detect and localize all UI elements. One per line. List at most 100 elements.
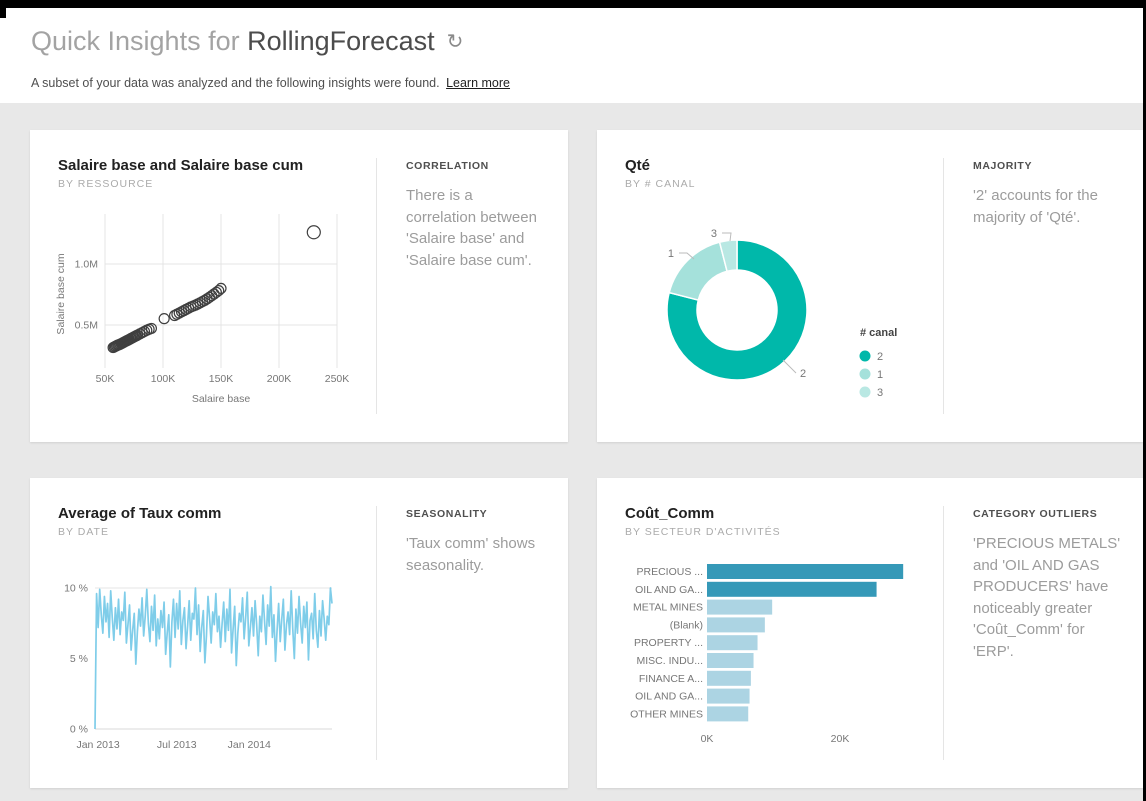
insight-type-label: CORRELATION <box>406 160 489 172</box>
bar-6 <box>707 670 751 686</box>
card-subtitle: BY DATE <box>58 526 109 538</box>
insight-card-seasonality[interactable]: Average of Taux comm BY DATE 0 % 5 % 10 % J… <box>30 478 568 788</box>
axis-label: 0 % <box>70 724 88 736</box>
axis-label: 100K <box>151 373 176 385</box>
scatter-chart: 50K 100K 150K 200K 250K 0.5M 1.0M Salaire base S… <box>40 202 380 414</box>
insight-type-label: MAJORITY <box>973 160 1033 172</box>
insight-description: 'Taux comm' shows seasonality. <box>406 535 536 574</box>
window-frame-corner <box>0 0 6 18</box>
insight-card-majority[interactable]: Qté BY # CANAL 2 1 3 # canal 2 1 3 MAJORITY '2… <box>597 130 1143 442</box>
axis-label: 250K <box>325 373 350 385</box>
bar-category-label: FINANCE A... <box>639 673 703 685</box>
scatter-points <box>107 225 321 354</box>
callout-line <box>679 252 695 260</box>
axis-label: Jul 2013 <box>157 739 197 751</box>
window-frame-right <box>1143 0 1146 801</box>
card-subtitle: BY # CANAL <box>625 178 696 190</box>
insight-panel: CORRELATION There is a correlation betwe… <box>406 160 546 271</box>
legend-swatch-1 <box>859 368 871 380</box>
insight-description: There is a correlation between 'Salaire … <box>406 187 537 269</box>
scatter-grid <box>104 214 338 368</box>
bar-category-label: OIL AND GA... <box>635 584 703 596</box>
bar-4 <box>707 635 758 651</box>
card-subtitle: BY SECTEUR D'ACTIVITÉS <box>625 526 781 538</box>
scatter-point <box>145 322 158 335</box>
insight-description: 'PRECIOUS METALS' and 'OIL AND GAS PRODU… <box>973 535 1121 660</box>
card-divider <box>376 506 377 760</box>
legend-swatch-3 <box>859 386 871 398</box>
y-axis-title: Salaire base cum <box>55 253 67 334</box>
card-title: Coût_Comm <box>625 505 715 522</box>
legend-label: 3 <box>877 387 883 399</box>
card-divider <box>943 506 944 760</box>
dataset-name: RollingForecast <box>247 26 435 56</box>
bar-5 <box>707 653 754 668</box>
scatter-plot: 50K 100K 150K 200K 250K 0.5M 1.0M Salaire base S… <box>55 214 350 405</box>
bar-7 <box>707 688 750 704</box>
axis-label: 50K <box>96 373 115 385</box>
axis-label: 10 % <box>64 583 88 595</box>
card-title: Qté <box>625 157 651 174</box>
line-chart: 0 % 5 % 10 % Jan 2013 Jul 2013 Jan 2014 <box>40 558 372 763</box>
learn-more-link[interactable]: Learn more <box>446 76 511 90</box>
axis-label: 20K <box>831 733 850 745</box>
bar-2 <box>707 599 773 615</box>
legend-swatch-2 <box>859 350 871 362</box>
slice-callout-label: 2 <box>800 368 806 380</box>
line-series <box>94 585 333 730</box>
bar-category-label: METAL MINES <box>633 602 703 614</box>
callout-line <box>722 232 732 242</box>
scatter-point <box>306 225 321 240</box>
bar-8 <box>707 706 749 722</box>
page-header: Quick Insights for RollingForecast ↻ A su… <box>0 8 1143 103</box>
x-axis-title: Salaire base <box>192 393 251 405</box>
bar-3 <box>707 617 765 633</box>
bar-1 <box>707 581 877 597</box>
page-title-prefix: Quick Insights for <box>31 26 248 56</box>
donut-chart: 2 1 3 # canal 2 1 3 <box>597 190 1017 435</box>
axis-label: 1.0M <box>75 259 98 271</box>
donut-slice-3 <box>718 239 738 273</box>
insight-type-label: SEASONALITY <box>406 508 488 520</box>
legend-label: 2 <box>877 351 883 363</box>
bar-plot: PRECIOUS ... OIL AND GA... METAL MINES (Bla… <box>630 564 904 745</box>
insight-card-category-outliers[interactable]: Coût_Comm BY SECTEUR D'ACTIVITÉS PRECIOU… <box>597 478 1143 788</box>
scatter-point <box>158 313 170 325</box>
page-title: Quick Insights for RollingForecast ↻ <box>31 26 463 57</box>
donut-plot: 2 1 3 # canal 2 1 3 <box>666 228 897 399</box>
callout-line <box>782 359 797 374</box>
card-title: Salaire base and Salaire base cum <box>58 157 304 174</box>
insight-panel: CATEGORY OUTLIERS 'PRECIOUS METALS' and … <box>973 508 1121 662</box>
insight-card-correlation[interactable]: Salaire base and Salaire base cum BY RES… <box>30 130 568 442</box>
axis-label: 0K <box>701 733 714 745</box>
card-subtitle: BY RESSOURCE <box>58 178 154 190</box>
card-title: Average of Taux comm <box>58 505 222 522</box>
donut-slices <box>666 239 808 381</box>
legend-title: # canal <box>860 327 897 339</box>
donut-slice-1 <box>668 241 728 301</box>
refresh-icon[interactable]: ↻ <box>446 31 464 53</box>
scatter-point <box>215 282 227 295</box>
bar-0 <box>707 564 904 579</box>
bar-category-label: (Blank) <box>670 619 703 631</box>
bar-category-label: PRECIOUS ... <box>636 566 703 578</box>
window-frame-top <box>0 0 1146 8</box>
axis-label: 150K <box>209 373 234 385</box>
bar-category-label: OIL AND GA... <box>635 691 703 703</box>
donut-slice-2 <box>666 239 808 381</box>
card-divider <box>376 158 377 414</box>
axis-label: Jan 2014 <box>228 739 271 751</box>
slice-callout-label: 1 <box>668 248 674 260</box>
axis-label: 5 % <box>70 653 88 665</box>
line-plot: 0 % 5 % 10 % Jan 2013 Jul 2013 Jan 2014 <box>64 583 333 751</box>
slice-callout-label: 3 <box>711 228 717 240</box>
subtitle-text: A subset of your data was analyzed and t… <box>31 76 440 90</box>
insight-description: '2' accounts for the majority of 'Qté'. <box>973 187 1098 226</box>
axis-label: 200K <box>267 373 292 385</box>
insight-panel: MAJORITY '2' accounts for the majority o… <box>973 160 1121 228</box>
donut-legend: # canal 2 1 3 <box>859 327 897 399</box>
page-subtitle: A subset of your data was analyzed and t… <box>31 76 510 90</box>
axis-label: Jan 2013 <box>76 739 119 751</box>
card-divider <box>943 158 944 414</box>
